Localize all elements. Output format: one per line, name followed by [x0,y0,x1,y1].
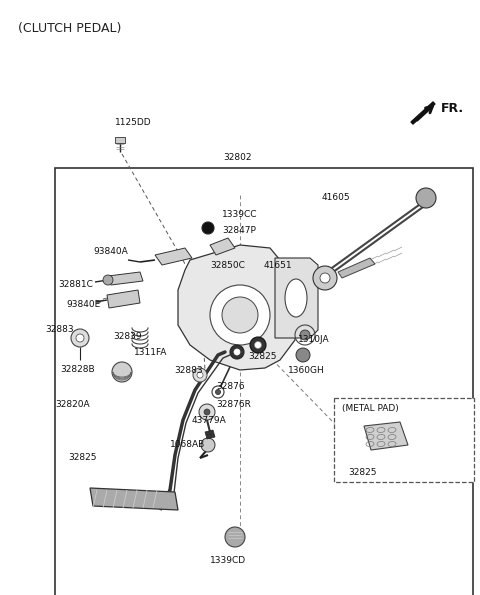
Text: 1339CD: 1339CD [210,556,246,565]
Text: 32839: 32839 [113,332,142,341]
Text: 41651: 41651 [264,261,293,270]
Text: 32825: 32825 [349,468,377,477]
Text: 1339CC: 1339CC [222,210,257,219]
Text: 32876R: 32876R [216,400,251,409]
Text: 32847P: 32847P [222,226,256,235]
Polygon shape [205,430,215,439]
Text: 1311FA: 1311FA [134,348,168,357]
Text: 32825: 32825 [248,352,276,361]
Circle shape [112,362,132,382]
Polygon shape [115,137,125,143]
Text: 1360GH: 1360GH [288,366,325,375]
Circle shape [204,409,210,415]
Circle shape [313,266,337,290]
Text: 1068AB: 1068AB [170,440,205,449]
Polygon shape [210,238,235,255]
Text: (METAL PAD): (METAL PAD) [342,404,399,413]
Text: 32883: 32883 [174,366,203,375]
Text: (CLUTCH PEDAL): (CLUTCH PEDAL) [18,22,121,35]
Text: 1310JA: 1310JA [298,335,330,344]
Text: 1125DD: 1125DD [115,118,152,127]
Text: 32828B: 32828B [60,365,95,374]
Circle shape [103,275,113,285]
Circle shape [197,372,203,378]
Polygon shape [90,488,178,510]
Text: 32825: 32825 [68,453,96,462]
Text: 93840E: 93840E [66,300,100,309]
Text: 41605: 41605 [322,193,350,202]
Bar [55,168,473,595]
Circle shape [210,285,270,345]
Text: 32850C: 32850C [210,261,245,270]
Bar [334,398,474,482]
Text: 32820A: 32820A [55,400,90,409]
Circle shape [216,390,220,394]
Polygon shape [108,272,143,285]
Circle shape [225,527,245,547]
Text: FR.: FR. [441,102,464,115]
Ellipse shape [285,279,307,317]
Circle shape [222,297,258,333]
Text: 32883: 32883 [45,325,73,334]
Text: 32876: 32876 [216,382,245,391]
Polygon shape [275,258,318,338]
Polygon shape [107,290,140,308]
Text: 93840A: 93840A [93,247,128,256]
Circle shape [416,188,436,208]
Circle shape [199,404,215,420]
Circle shape [230,345,244,359]
Circle shape [250,337,266,353]
Circle shape [201,438,215,452]
Polygon shape [178,245,295,370]
Polygon shape [411,102,435,124]
Circle shape [300,330,310,340]
Polygon shape [364,422,408,450]
Circle shape [212,386,224,398]
Circle shape [202,222,214,234]
Circle shape [320,273,330,283]
Circle shape [296,348,310,362]
Text: 32881C: 32881C [58,280,93,289]
Circle shape [254,342,262,349]
Circle shape [76,334,84,342]
Polygon shape [155,248,192,265]
Circle shape [234,349,240,355]
Text: 32802: 32802 [224,153,252,162]
Text: 43779A: 43779A [192,416,227,425]
Circle shape [71,329,89,347]
Polygon shape [338,258,375,278]
Circle shape [193,368,207,382]
